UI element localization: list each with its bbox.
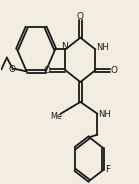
Text: NH: NH <box>96 43 109 52</box>
Text: NH: NH <box>99 110 111 119</box>
Text: F: F <box>106 165 111 174</box>
Text: O: O <box>44 66 50 75</box>
Text: N: N <box>61 42 68 51</box>
Text: O: O <box>9 65 16 74</box>
Text: O: O <box>77 12 84 21</box>
Text: O: O <box>110 66 117 75</box>
Text: Me: Me <box>51 112 63 121</box>
